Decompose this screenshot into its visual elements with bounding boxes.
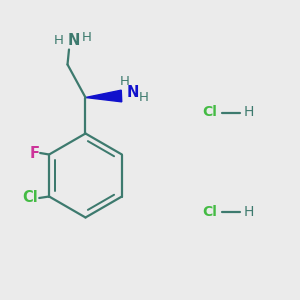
Text: H: H [243,106,254,119]
Text: H: H [120,75,129,88]
Text: Cl: Cl [202,205,217,218]
Text: F: F [29,146,39,160]
Text: N: N [67,33,80,48]
Text: H: H [82,31,92,44]
Text: N: N [127,85,139,100]
Text: H: H [54,34,63,47]
Polygon shape [85,90,122,102]
Text: H: H [139,91,149,104]
Text: Cl: Cl [202,106,217,119]
Text: Cl: Cl [22,190,38,206]
Text: H: H [243,205,254,218]
